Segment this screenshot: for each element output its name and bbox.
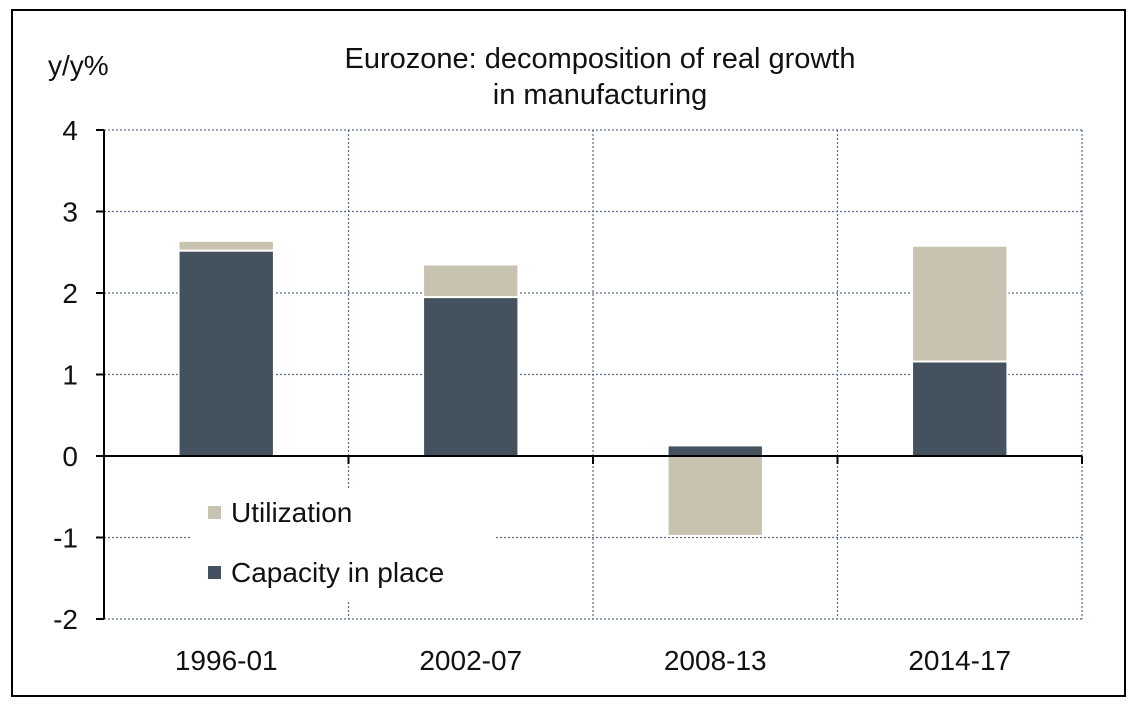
grid [104,129,1083,620]
bar-capacity-in-place-2008-13 [666,444,764,457]
axes [96,129,1083,620]
legend-swatch-utilization [208,506,221,519]
bar-utilization-1996-01 [177,239,275,252]
y-tick-label-3: 3 [62,197,78,228]
y-tick-label-4: 4 [62,115,78,146]
bar-utilization-2014-17 [911,244,1009,363]
legend: Utilization Capacity in place [190,488,494,600]
chart-title-line-1: Eurozone: decomposition of real growth [344,43,855,75]
bar-capacity-in-place-2002-07 [422,296,520,458]
bar-utilization-2008-13 [666,455,764,537]
legend-background [190,488,494,600]
legend-label-utilization: Utilization [231,497,352,528]
bar-utilization-2002-07 [422,263,520,299]
y-axis-label: y/y% [48,50,109,81]
y-tick-label-1: 1 [62,360,78,391]
legend-label-capacity-in-place: Capacity in place [231,557,444,588]
y-tick-label-1: -1 [53,523,78,554]
tick-labels: -2 -1 0 1 2 3 4 1996-01 2002-07 2008-13 2014-17 [53,115,1011,676]
x-tick-label-2002-07: 2002-07 [419,645,522,676]
legend-swatch-capacity-in-place [208,566,221,579]
x-tick-label-2014-17: 2014-17 [908,645,1011,676]
bars [177,239,1009,537]
y-tick-label-2: -2 [53,604,78,635]
bar-capacity-in-place-1996-01 [177,249,275,457]
bar-capacity-in-place-2014-17 [911,360,1009,457]
x-tick-label-1996-01: 1996-01 [175,645,278,676]
y-tick-label-2: 2 [62,278,78,309]
x-tick-label-2008-13: 2008-13 [664,645,767,676]
chart-title-line-2: in manufacturing [493,79,707,111]
y-tick-label-0: 0 [62,441,78,472]
